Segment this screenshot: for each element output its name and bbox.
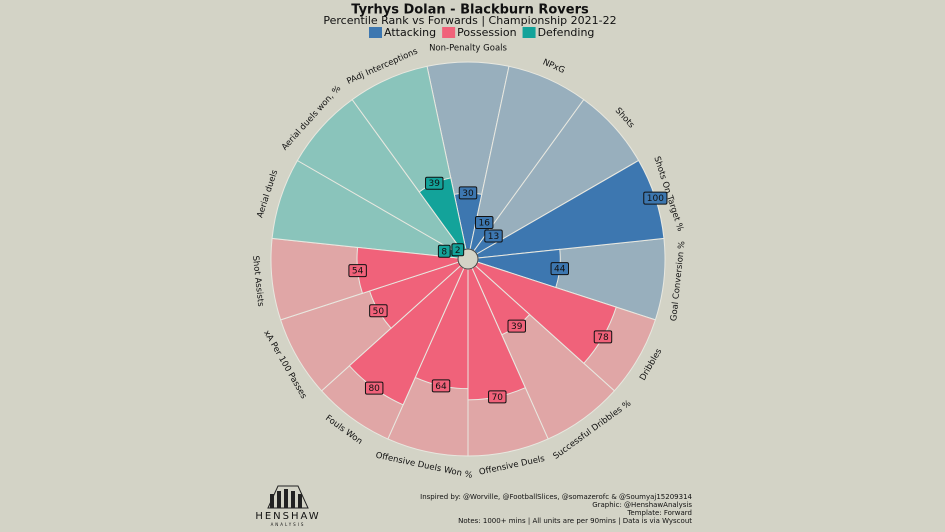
value-label-text: 44 [554, 265, 566, 275]
value-label-text: 16 [479, 219, 491, 229]
value-label-text: 13 [488, 232, 499, 242]
chart-title: Tyrhys Dolan - Blackburn Rovers [351, 3, 589, 18]
value-label-text: 100 [647, 194, 664, 204]
value-label-box [550, 262, 570, 276]
footnote: Template: Forward [626, 509, 692, 517]
value-label-text: 64 [435, 382, 447, 392]
value-label: 100 [643, 191, 668, 205]
value-label-box [348, 264, 367, 278]
value-label-box [475, 216, 494, 230]
value-label: 39 [507, 319, 526, 333]
value-label-text: 30 [462, 189, 474, 199]
value-label-text: 78 [597, 333, 609, 343]
logo-bar [298, 494, 302, 508]
value-label-box [643, 191, 668, 205]
value-label-text: 39 [511, 322, 523, 332]
logo-bar [270, 494, 274, 508]
value-label-box [458, 186, 478, 200]
value-label: 54 [348, 264, 367, 278]
logo-bar [284, 489, 288, 508]
value-label-box [593, 330, 613, 344]
legend-swatch [522, 27, 536, 38]
value-label-text: 54 [352, 267, 364, 277]
value-label-text: 70 [492, 393, 504, 403]
logo-bar [277, 491, 281, 508]
legend-label: Possession [457, 26, 516, 39]
value-label: 70 [488, 390, 507, 404]
value-label-text: 50 [373, 307, 385, 317]
chart-subtitle: Percentile Rank vs Forwards | Championsh… [323, 14, 616, 27]
value-label: 30 [458, 186, 478, 200]
legend-swatch [369, 27, 382, 38]
value-label-text: 8 [441, 247, 447, 257]
logo-bar [291, 491, 295, 508]
legend-label: Attacking [384, 26, 436, 39]
value-label-text: 39 [429, 179, 441, 189]
legend-swatch [442, 27, 456, 38]
value-label: 2 [451, 243, 465, 257]
value-label-box [425, 176, 444, 190]
value-label: 8 [437, 244, 451, 258]
value-label: 78 [593, 330, 613, 344]
value-label: 39 [425, 176, 444, 190]
legend-label: Defending [538, 26, 595, 39]
value-label-text: 2 [455, 246, 461, 256]
value-label: 50 [369, 304, 388, 318]
value-label-box [507, 319, 526, 333]
logo-name: HENSHAW [255, 511, 320, 522]
value-label-text: 80 [368, 384, 380, 394]
value-label-box [369, 304, 388, 318]
footnote: Graphic: @HenshawAnalysis [592, 501, 692, 509]
value-label: 80 [364, 381, 384, 395]
category-label: Non-Penalty Goals [429, 44, 507, 54]
value-label-box [451, 243, 465, 257]
value-label-box [488, 390, 507, 404]
value-label-box [484, 229, 503, 243]
footnote: Inspired by: @Worville, @FootballSlices,… [420, 493, 692, 501]
footnote: Notes: 1000+ mins | All units are per 90… [458, 517, 692, 525]
value-label: 64 [431, 379, 451, 393]
logo: HENSHAW ANALYSIS [255, 485, 320, 527]
value-label-box [364, 381, 384, 395]
value-label-box [437, 244, 451, 258]
value-label: 44 [550, 262, 570, 276]
value-label: 13 [484, 229, 503, 243]
value-label-box [431, 379, 451, 393]
value-label: 16 [475, 216, 494, 230]
logo-tagline: ANALYSIS [271, 522, 306, 527]
